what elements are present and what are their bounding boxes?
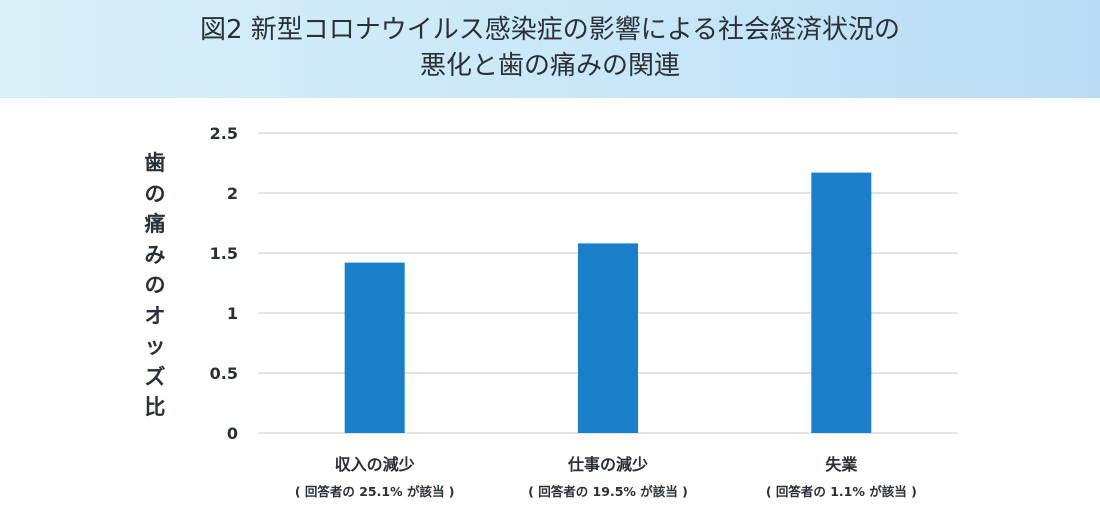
chart-title-line-2: 悪化と歯の痛みの関連 bbox=[419, 51, 680, 81]
y-axis-label-char: 比 bbox=[144, 395, 166, 419]
y-tick-label: 0.5 bbox=[210, 364, 238, 383]
bar bbox=[578, 243, 638, 433]
y-tick-label: 2 bbox=[227, 184, 238, 203]
y-tick-label: 1 bbox=[227, 304, 238, 323]
x-category-note: ( 回答者の 19.5% が該当 ) bbox=[528, 484, 688, 499]
bar bbox=[344, 262, 405, 433]
y-axis-label-char: オ bbox=[144, 303, 166, 328]
y-axis-label-char: の bbox=[144, 273, 166, 297]
x-category-label: 仕事の減少 bbox=[567, 455, 648, 474]
y-tick-label: 0 bbox=[227, 424, 238, 443]
x-category-label: 失業 bbox=[825, 455, 858, 474]
x-category-note: ( 回答者の 1.1% が該当 ) bbox=[766, 484, 917, 499]
x-category-label: 収入の減少 bbox=[335, 455, 415, 474]
y-tick-label: 1.5 bbox=[210, 244, 238, 263]
bar bbox=[811, 172, 872, 433]
y-axis-label-char: 痛 bbox=[144, 212, 166, 236]
chart-title: 図2 新型コロナウイルス感染症の影響による社会経済状況の 悪化と歯の痛みの関連 bbox=[0, 12, 1100, 84]
y-axis-label-char: み bbox=[144, 242, 166, 267]
title-band bbox=[0, 0, 1100, 98]
y-axis-label: 歯の痛みのオッズ比 bbox=[138, 148, 172, 423]
y-tick-label: 2.5 bbox=[210, 124, 238, 143]
chart-title-line-1: 図2 新型コロナウイルス感染症の影響による社会経済状況の bbox=[199, 15, 901, 45]
x-category-note: ( 回答者の 25.1% が該当 ) bbox=[295, 484, 455, 499]
y-axis-label-char: ッ bbox=[144, 334, 166, 358]
y-axis-label-char: 歯 bbox=[144, 151, 166, 175]
y-axis-label-char: ズ bbox=[144, 364, 166, 389]
y-axis-label-char: の bbox=[144, 181, 166, 206]
